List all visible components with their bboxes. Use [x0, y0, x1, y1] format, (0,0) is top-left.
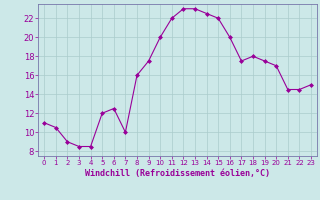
X-axis label: Windchill (Refroidissement éolien,°C): Windchill (Refroidissement éolien,°C) — [85, 169, 270, 178]
